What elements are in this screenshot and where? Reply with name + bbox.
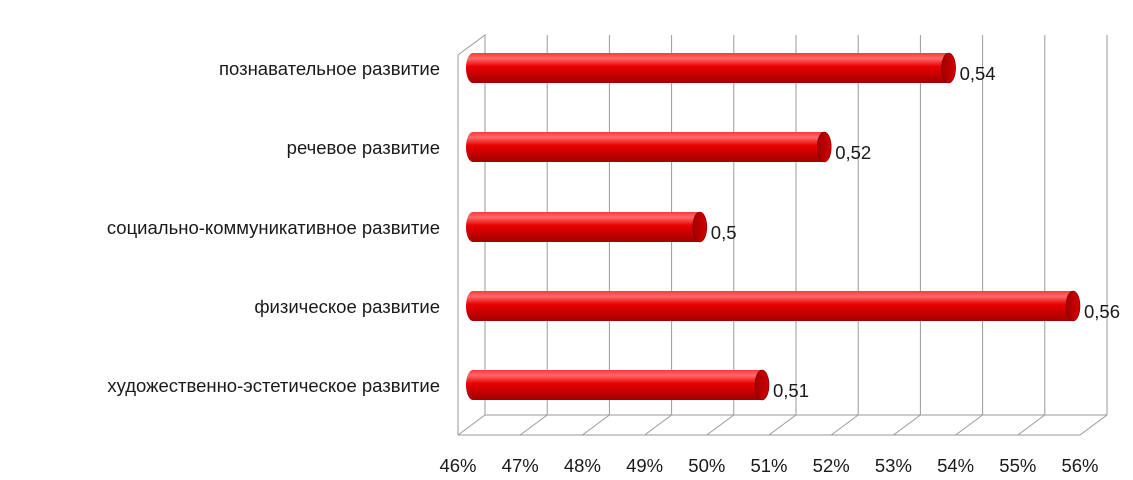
x-tick-label: 55% <box>999 455 1036 475</box>
floor-gridline <box>830 414 859 436</box>
category-label: познавательное развитие <box>219 58 440 79</box>
floor-gridline <box>1017 414 1046 436</box>
category-label: речевое развитие <box>287 137 440 158</box>
floor-gridline <box>1079 414 1108 436</box>
floor-gridline <box>519 414 548 436</box>
bar <box>466 132 832 162</box>
x-tick-label: 47% <box>502 455 539 475</box>
grid <box>457 34 1108 436</box>
category-label: физическое развитие <box>254 296 440 317</box>
labels: 46% 47% 48% 49% 50% 51% 52% 53% 54% 55% 56% познава… <box>107 58 1120 476</box>
data-label: 0,54 <box>960 63 996 84</box>
floor-gridline <box>457 414 486 436</box>
x-tick-label: 54% <box>937 455 974 475</box>
bar-end-cap <box>692 211 708 243</box>
bar-end-cap <box>754 369 770 401</box>
floor-gridline <box>582 414 610 436</box>
x-tick-label: 46% <box>439 455 476 475</box>
x-tick-label: 53% <box>875 455 912 475</box>
category-label: социально-коммуникативное развитие <box>107 217 440 238</box>
floor-gridline <box>768 414 797 436</box>
x-tick-label: 51% <box>750 455 787 475</box>
bar-end-cap <box>941 52 956 84</box>
floor-gridline <box>955 414 983 436</box>
floor-gridline <box>893 414 921 436</box>
data-label: 0,56 <box>1084 301 1120 322</box>
bar-end-cap <box>1065 290 1081 322</box>
floor-gridline <box>706 414 735 436</box>
x-tick-label: 56% <box>1061 455 1098 475</box>
data-label: 0,52 <box>835 142 871 163</box>
x-tick-label: 49% <box>626 455 663 475</box>
bar <box>466 212 707 242</box>
bar <box>466 370 769 400</box>
x-tick-label: 48% <box>564 455 601 475</box>
bar-end-cap <box>816 131 832 163</box>
category-label: художественно-эстетическое развитие <box>107 375 440 396</box>
bars <box>466 52 1081 401</box>
x-tick-label: 52% <box>813 455 850 475</box>
floor-gridline <box>644 414 672 436</box>
bar <box>466 291 1080 321</box>
data-label: 0,5 <box>711 222 737 243</box>
bar <box>466 53 956 84</box>
data-label: 0,51 <box>773 380 809 401</box>
x-tick-label: 50% <box>688 455 725 475</box>
